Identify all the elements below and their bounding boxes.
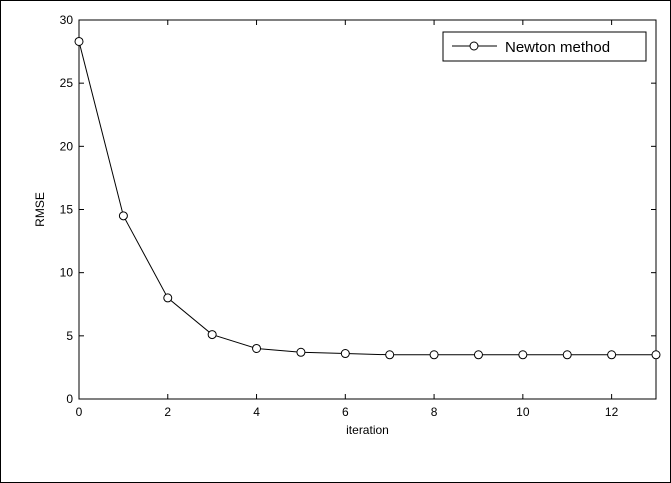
plot-area bbox=[78, 19, 657, 400]
data-point bbox=[74, 36, 84, 46]
y-tick-label: 20 bbox=[60, 139, 74, 153]
data-point bbox=[296, 347, 306, 357]
y-tick-label: 0 bbox=[66, 392, 73, 406]
x-tick-label: 2 bbox=[164, 405, 171, 419]
y-tick-label: 5 bbox=[66, 329, 73, 343]
data-point bbox=[340, 349, 350, 359]
y-tick-label: 10 bbox=[60, 266, 74, 280]
data-point bbox=[562, 350, 572, 360]
data-point bbox=[118, 211, 128, 221]
data-point bbox=[429, 350, 439, 360]
data-point bbox=[473, 350, 483, 360]
legend: Newton method bbox=[442, 31, 647, 62]
y-tick-label: 30 bbox=[60, 13, 74, 27]
x-tick-label: 10 bbox=[516, 405, 530, 419]
data-point bbox=[651, 350, 661, 360]
y-tick-label: 15 bbox=[60, 203, 74, 217]
axis-ticks: 0 2 4 6 8 10 12 0 5 10 15 20 25 30 bbox=[60, 13, 656, 419]
x-tick-label: 0 bbox=[76, 405, 83, 419]
y-axis-label: RMSE bbox=[33, 192, 47, 227]
data-point bbox=[207, 330, 217, 340]
x-tick-label: 8 bbox=[431, 405, 438, 419]
x-axis-label: iteration bbox=[346, 423, 389, 437]
x-tick-label: 6 bbox=[342, 405, 349, 419]
legend-entry-label: Newton method bbox=[505, 39, 610, 56]
data-point bbox=[518, 350, 528, 360]
legend-marker-circle bbox=[469, 41, 479, 51]
y-tick-label: 25 bbox=[60, 76, 74, 90]
data-point bbox=[385, 350, 395, 360]
data-point bbox=[252, 343, 262, 353]
data-point bbox=[607, 350, 617, 360]
plot-frame bbox=[78, 19, 657, 400]
data-point bbox=[163, 293, 173, 303]
series-layer bbox=[74, 36, 661, 360]
x-tick-label: 12 bbox=[605, 405, 619, 419]
series-line bbox=[78, 41, 656, 356]
x-tick-label: 4 bbox=[253, 405, 260, 419]
